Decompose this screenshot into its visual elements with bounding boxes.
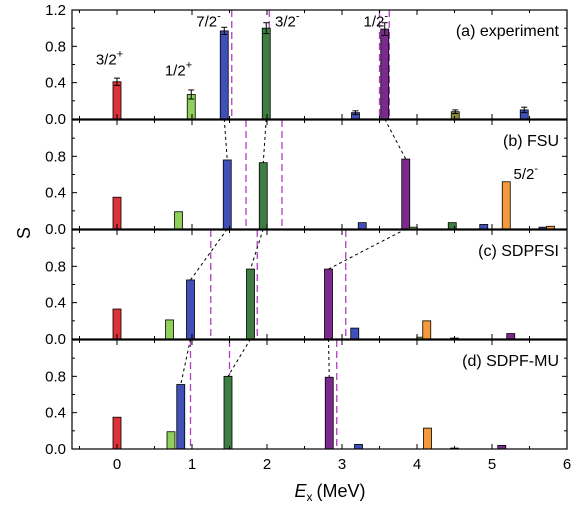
state-label: 3/2+ xyxy=(96,49,123,69)
y-axis-title: S xyxy=(14,227,34,239)
panel-label: (a) experiment xyxy=(456,23,560,40)
connector-line xyxy=(227,338,251,377)
bar xyxy=(176,384,186,450)
y-tick-label: 0.0 xyxy=(45,111,66,128)
bar xyxy=(447,222,457,230)
state-label-parity: + xyxy=(117,49,123,61)
panel-1: 0.0 0.4 0.8 (b) FSU 5/2- xyxy=(45,119,568,238)
state-label-parity: - xyxy=(217,10,221,22)
state-label-spin: 3/2 xyxy=(275,13,296,30)
state-label-parity: - xyxy=(534,163,538,175)
state-label-parity: - xyxy=(296,10,300,22)
bar xyxy=(166,431,176,450)
bar xyxy=(479,224,489,230)
bar xyxy=(506,333,516,340)
state-label: 1/2+ xyxy=(165,59,192,79)
panel-label: (c) SDPFSI xyxy=(478,243,559,260)
bar xyxy=(401,158,411,230)
state-label-spin: 3/2 xyxy=(96,52,117,69)
x-tick-label: 1 xyxy=(188,456,196,473)
bar xyxy=(222,159,232,230)
bar xyxy=(422,320,432,340)
bar xyxy=(350,327,360,340)
y-tick-label: 0.8 xyxy=(45,258,66,275)
connector-line xyxy=(262,118,267,163)
panel-frame xyxy=(71,119,568,230)
connector-line xyxy=(328,338,330,378)
state-label: 3/2- xyxy=(275,10,300,30)
panel-label: (b) FSU xyxy=(503,133,559,150)
bar xyxy=(501,181,511,230)
y-tick-label: 1.2 xyxy=(45,2,66,19)
y-tick-label: 0.8 xyxy=(45,38,66,55)
x-tick-label: 4 xyxy=(413,456,421,473)
y-tick-label: 0.4 xyxy=(45,295,66,312)
state-label: 7/2- xyxy=(196,10,221,30)
bar xyxy=(246,268,255,340)
y-tick-label: 0.0 xyxy=(45,441,66,458)
connector-line xyxy=(384,118,407,160)
connector-line xyxy=(223,118,228,161)
bar xyxy=(324,268,333,340)
y-tick-label: 0.0 xyxy=(45,221,66,238)
bar xyxy=(423,427,432,450)
connector-line xyxy=(180,338,191,385)
bar xyxy=(223,375,233,450)
connector-line xyxy=(328,228,406,270)
x-tick-label: 6 xyxy=(563,456,571,473)
state-label-spin: 5/2 xyxy=(513,166,534,183)
state-label-parity: - xyxy=(384,10,388,22)
state-label-spin: 7/2 xyxy=(196,13,217,30)
x-tick-label: 5 xyxy=(488,456,496,473)
bar xyxy=(165,319,174,340)
y-tick-label: 0.8 xyxy=(45,368,66,385)
bar xyxy=(324,376,334,450)
x-axis-title: Ex (MeV) xyxy=(294,481,365,504)
panel-label: (d) SDPF-MU xyxy=(462,353,559,370)
state-label: 5/2- xyxy=(513,163,538,183)
x-tick-label: 0 xyxy=(113,456,121,473)
x-tick-label: 2 xyxy=(263,456,271,473)
bar xyxy=(219,30,229,120)
x-axis-title-symbol: E xyxy=(294,481,307,501)
panel-3: 0.0 0.4 0.8 (d) SDPF-MU xyxy=(45,339,568,458)
bar xyxy=(354,444,363,450)
bar xyxy=(112,81,122,120)
y-tick-label: 0.8 xyxy=(45,148,66,165)
bar xyxy=(261,27,271,120)
y-tick-label: 0.4 xyxy=(45,185,66,202)
state-label-parity: + xyxy=(186,59,192,71)
bar xyxy=(258,162,268,230)
state-label-spin: 1/2 xyxy=(165,62,186,79)
connector-line xyxy=(250,228,264,270)
panel-2: 0.0 0.4 0.8 (c) SDPFSI xyxy=(45,229,568,348)
bar xyxy=(174,211,183,230)
y-tick-label: 0.4 xyxy=(45,75,66,92)
x-axis-title-unit: (MeV) xyxy=(317,481,366,501)
state-label: 1/2- xyxy=(363,10,388,30)
bar xyxy=(186,279,195,340)
bar xyxy=(357,222,367,230)
x-tick-label: 3 xyxy=(338,456,346,473)
x-axis-title-subscript: x xyxy=(307,490,313,504)
state-label-spin: 1/2 xyxy=(363,13,384,30)
connector-line xyxy=(190,228,228,281)
y-tick-label: 0.0 xyxy=(45,331,66,348)
bar xyxy=(380,28,390,120)
y-tick-label: 0.4 xyxy=(45,405,66,422)
